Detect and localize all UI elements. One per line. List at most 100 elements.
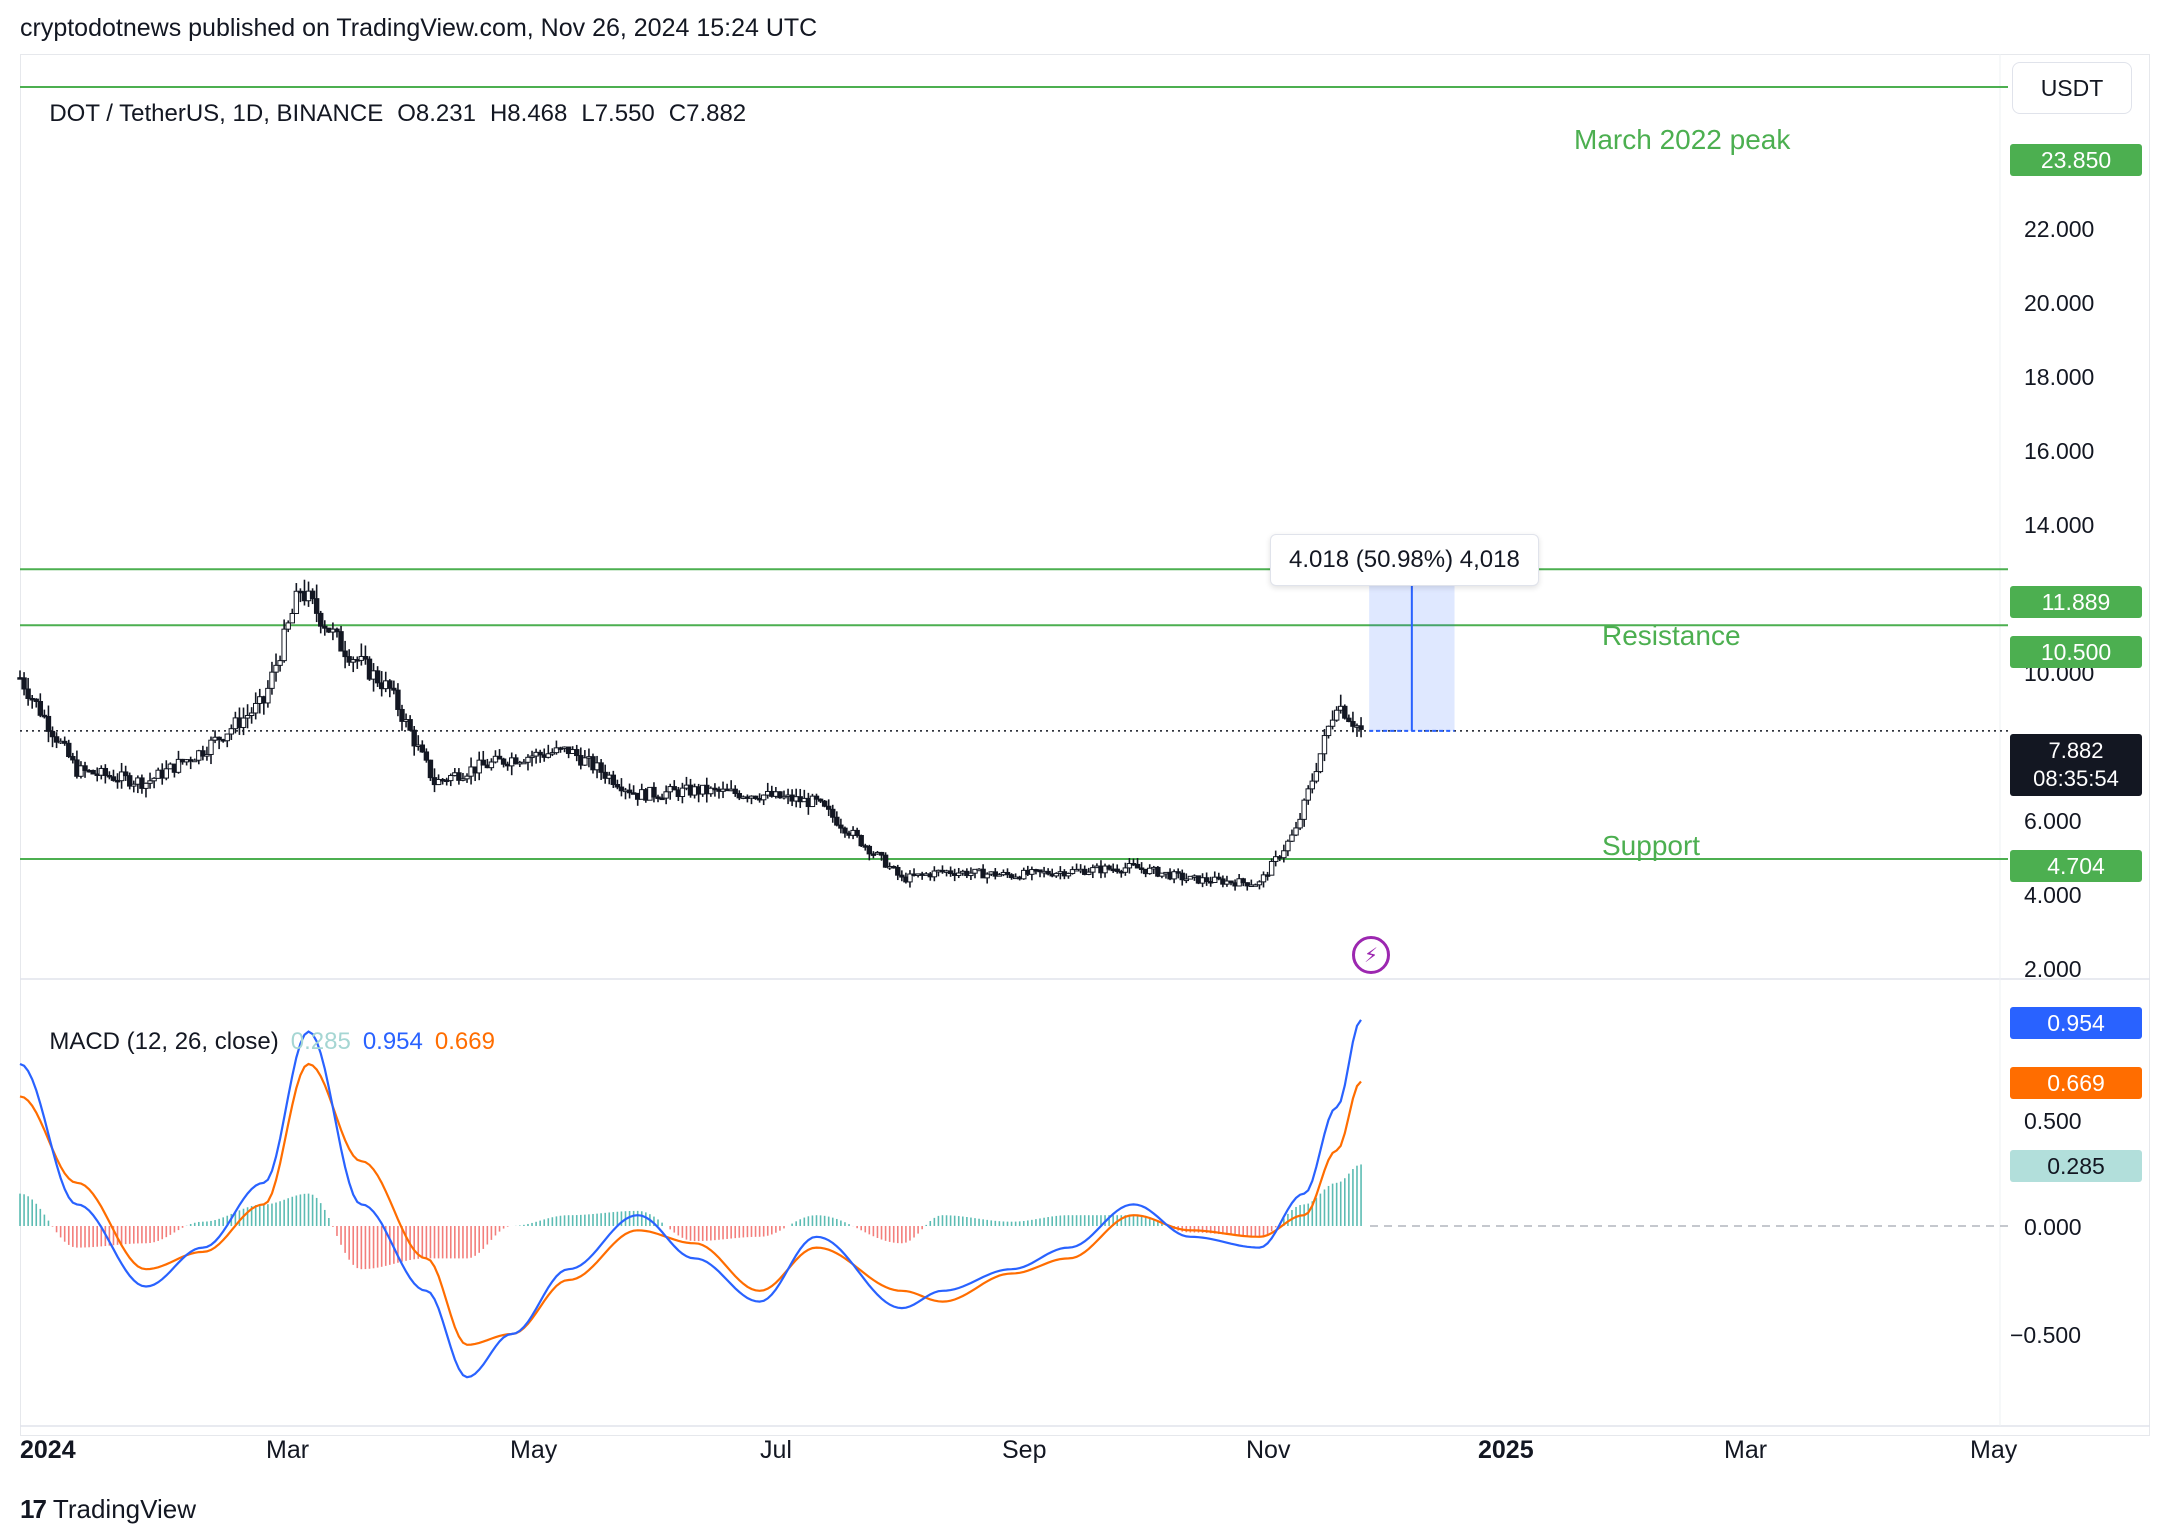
candle-body (395, 689, 401, 710)
currency-button[interactable]: USDT (2012, 62, 2132, 114)
candle (582, 750, 588, 766)
candle-body (1126, 863, 1133, 869)
candle (1212, 871, 1218, 884)
candle-body (1122, 867, 1129, 873)
candle-body (1244, 882, 1250, 887)
candle-body (1037, 869, 1043, 873)
candle-body (1008, 874, 1015, 879)
candle-body (870, 853, 877, 856)
price-axis-label: 18.000 (2024, 364, 2095, 390)
candle-body (248, 712, 255, 716)
candle (110, 769, 117, 782)
candle (25, 677, 31, 706)
candle-body (277, 660, 283, 666)
candle (533, 748, 539, 764)
candle (45, 705, 52, 743)
candle (1053, 872, 1059, 878)
candle (391, 680, 397, 695)
candle-body (49, 730, 56, 738)
time-axis-label: 2024 (20, 1436, 76, 1464)
candle (821, 800, 828, 808)
candle (529, 750, 535, 767)
candle-body (464, 775, 470, 780)
candle-body (513, 757, 519, 765)
candle-body (1171, 871, 1177, 880)
candle-body (1305, 788, 1311, 801)
resistance-price-tag: 10.500 (2010, 636, 2142, 668)
candle-body (842, 827, 848, 834)
candle-body (21, 677, 27, 690)
candle-body (114, 779, 121, 783)
candle (1281, 844, 1287, 863)
candle-body (1293, 827, 1299, 836)
candle (1086, 867, 1092, 876)
candle (366, 656, 373, 681)
candle (289, 608, 295, 624)
macd-signal-value: 0.669 (434, 1028, 495, 1055)
candle (362, 645, 369, 665)
candle (53, 732, 60, 749)
price-axis-label: 4.000 (2024, 882, 2082, 908)
candle-body (265, 687, 271, 704)
candle (407, 715, 413, 732)
candle (460, 772, 466, 782)
candle-body (651, 786, 657, 798)
candle-body (500, 758, 507, 765)
candle (33, 698, 39, 708)
candle (151, 777, 157, 789)
symbol-name[interactable]: DOT / TetherUS, 1D, BINANCE (49, 100, 384, 127)
candle-body (1346, 717, 1352, 723)
candle-body (82, 765, 88, 771)
candle-body (1090, 867, 1096, 873)
candle (476, 751, 482, 781)
candle-body (1106, 865, 1112, 870)
candle-body (996, 874, 1003, 877)
candle (968, 867, 974, 880)
candle-body (362, 655, 369, 660)
candle (228, 724, 235, 740)
candle-body (1240, 878, 1246, 884)
tradingview-brand[interactable]: 17 TradingView (20, 1494, 196, 1525)
macd-title[interactable]: MACD (12, 26, close) (49, 1028, 279, 1055)
candle-body (102, 767, 109, 776)
candle (334, 627, 340, 638)
last-price-tag: 7.882 08:35:54 (2010, 734, 2142, 796)
candle-body (25, 688, 31, 699)
candle (574, 744, 580, 762)
candle-body (90, 769, 96, 775)
candle-body (956, 872, 962, 876)
candle (37, 693, 44, 718)
candle-body (480, 759, 486, 766)
candle-body (342, 650, 348, 658)
time-axis-label: Sep (1002, 1436, 1047, 1464)
candle (1342, 704, 1348, 720)
candle (671, 780, 677, 791)
candle-body (895, 867, 901, 876)
lightning-icon[interactable]: ⚡ (1352, 936, 1390, 974)
time-axis-label: May (1970, 1436, 2018, 1464)
candle (907, 870, 913, 888)
candle (1313, 762, 1320, 784)
candle (488, 758, 495, 771)
candle (992, 868, 999, 880)
candle-body (204, 753, 210, 757)
candle (679, 782, 686, 804)
candle-body (854, 829, 860, 836)
candle (248, 707, 255, 724)
candle (318, 610, 324, 634)
candle (1268, 858, 1275, 876)
candle (435, 774, 442, 786)
candle (240, 707, 247, 736)
peak-annotation: March 2022 peak (1574, 124, 1791, 155)
price-axis-label: 6.000 (2024, 808, 2082, 834)
candle (277, 655, 283, 672)
brand-name: TradingView (52, 1494, 196, 1524)
time-axis-label: May (510, 1436, 558, 1464)
macd-signal-line (19, 1062, 1362, 1346)
candle-body (1329, 719, 1336, 727)
candle-body (151, 777, 157, 782)
candle (781, 790, 787, 800)
candle (659, 793, 665, 801)
candle (858, 834, 864, 847)
